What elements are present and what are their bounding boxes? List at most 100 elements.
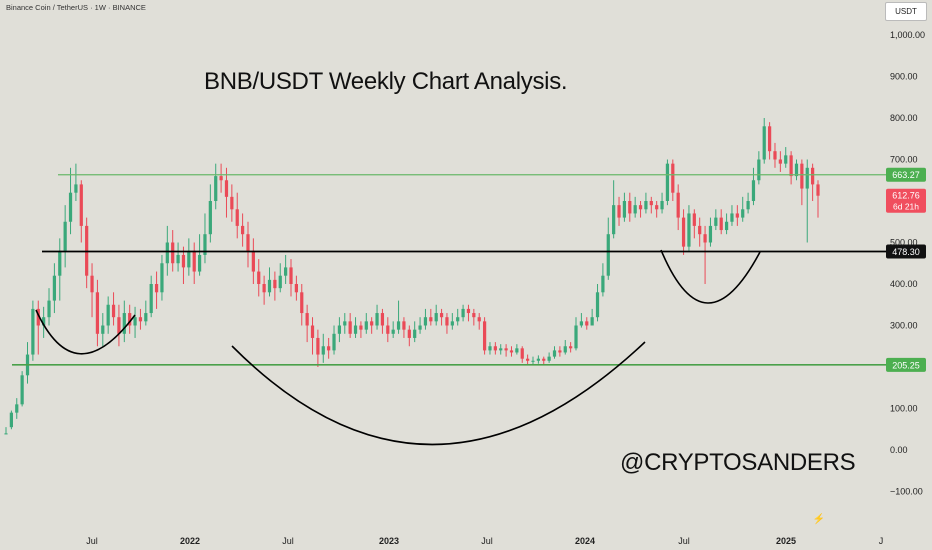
candle-body — [531, 360, 535, 362]
candle-body — [719, 217, 723, 231]
candle-body — [526, 358, 530, 361]
candle-body — [111, 304, 116, 318]
candle-body — [375, 313, 379, 326]
level-badge — [886, 244, 926, 259]
x-tick-label: Jul — [86, 536, 98, 546]
y-tick-label: 100.00 — [890, 404, 918, 414]
candle-body — [240, 225, 245, 235]
candle-body — [585, 321, 589, 326]
cup-curve-3 — [660, 249, 761, 304]
candle-body — [187, 250, 191, 268]
candle-body — [9, 412, 13, 428]
candle-body — [477, 317, 481, 322]
level-label: 663.27 — [892, 170, 920, 180]
level-label: 205.25 — [892, 360, 920, 370]
candle-body — [332, 333, 336, 351]
candle-body — [246, 234, 250, 251]
level-badge — [886, 167, 926, 182]
y-tick-label: 700.00 — [890, 155, 918, 165]
candle-body — [445, 317, 449, 326]
level-label: 478.30 — [892, 247, 920, 257]
candle-body — [79, 184, 83, 226]
y-tick-label: 800.00 — [890, 113, 918, 123]
candle-body — [751, 180, 756, 201]
symbol-header: Binance Coin / TetherUS · 1W · BINANCE — [6, 3, 146, 12]
candle-body — [74, 184, 78, 193]
lightning-icon[interactable]: ⚡ — [812, 514, 826, 525]
candle-body — [359, 325, 363, 330]
candle-body — [219, 176, 223, 181]
candle-body — [284, 267, 288, 276]
candle-body — [160, 263, 164, 293]
candle-body — [117, 317, 121, 334]
candle-body — [402, 321, 406, 330]
candle-body — [767, 126, 772, 152]
candle-body — [633, 205, 637, 214]
candle-body — [660, 201, 664, 210]
currency-unit-selector[interactable]: USDT — [885, 2, 927, 21]
candle-body — [58, 250, 62, 276]
candle-body — [413, 329, 417, 338]
candle-body — [257, 271, 261, 284]
x-tick-label: 2022 — [180, 536, 200, 546]
candle-body — [472, 313, 476, 318]
candle-body — [128, 313, 132, 326]
candle-body — [289, 267, 293, 284]
candle-body — [730, 213, 734, 222]
candle-body — [439, 313, 444, 318]
x-tick-label: 2025 — [776, 536, 796, 546]
x-tick-label: J — [879, 536, 884, 546]
last-price-badge — [886, 188, 926, 213]
candle-body — [665, 163, 670, 201]
candle-body — [20, 375, 24, 405]
x-tick-label: Jul — [481, 536, 493, 546]
candle-body — [149, 284, 153, 314]
candle-body — [698, 225, 702, 235]
candle-body — [622, 201, 627, 218]
last-price-label: 612.76 — [892, 191, 920, 201]
candle-body — [101, 325, 105, 334]
candle-body — [42, 317, 46, 326]
candle-body — [805, 167, 809, 189]
candle-body — [380, 313, 385, 326]
cup-curve-2 — [231, 341, 646, 446]
candle-body — [671, 163, 675, 193]
y-tick-label: 900.00 — [890, 72, 918, 82]
candle-body — [434, 313, 438, 322]
candle-body — [192, 250, 196, 272]
candle-body — [461, 308, 465, 318]
candle-body — [520, 348, 524, 359]
candle-body — [214, 176, 218, 201]
candle-body — [638, 205, 643, 210]
candle-body — [757, 159, 761, 181]
candle-body — [649, 201, 653, 206]
candle-body — [230, 196, 234, 210]
candle-body — [773, 151, 777, 160]
candle-body — [370, 321, 374, 326]
candle-body — [391, 329, 395, 334]
candle-body — [278, 275, 282, 289]
candle-body — [251, 250, 255, 272]
candle-body — [499, 348, 503, 351]
candle-body — [203, 234, 207, 255]
candle-body — [735, 213, 739, 218]
candle-body — [606, 234, 610, 276]
candle-body — [778, 159, 782, 164]
candle-body — [396, 321, 401, 330]
candle-body — [31, 308, 35, 355]
candle-body — [574, 325, 578, 349]
level-badge — [886, 357, 926, 372]
y-tick-label: 1,000.00 — [890, 30, 925, 40]
candle-body — [224, 180, 229, 197]
candle-body — [504, 348, 508, 351]
x-tick-label: 2023 — [379, 536, 399, 546]
candle-body — [337, 325, 342, 334]
candle-body — [316, 337, 320, 355]
author-watermark: @CRYPTOSANDERS — [620, 449, 856, 476]
candle-body — [353, 325, 358, 334]
candle-body — [741, 209, 745, 218]
candle-body — [601, 275, 605, 293]
candle-body — [15, 404, 19, 413]
